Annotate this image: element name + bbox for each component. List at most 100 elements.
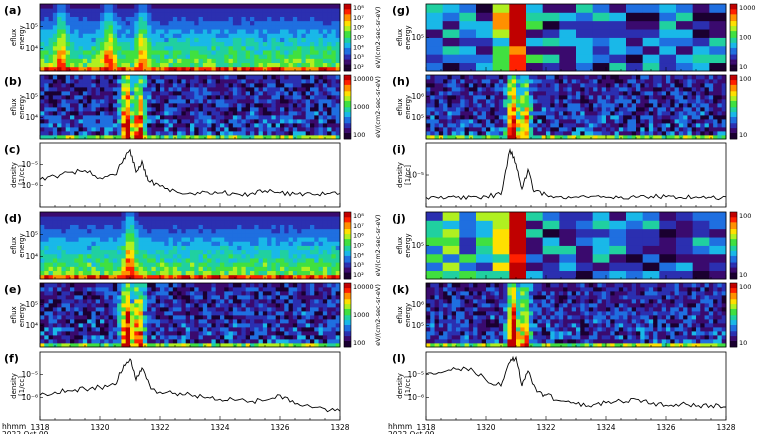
spectrogram-cell [245, 115, 251, 120]
spectrogram-cell [267, 37, 272, 43]
spectrogram-cell [254, 253, 259, 259]
spectrogram-cell [207, 228, 212, 234]
spectrogram-cell [224, 107, 229, 112]
spectrogram-cell [155, 291, 161, 296]
spectrogram-cell [301, 295, 307, 300]
spectrogram-cell [160, 54, 165, 59]
spectrogram-cell [250, 111, 255, 116]
spectrogram-cell [44, 253, 49, 259]
spectrogram-cell [108, 58, 114, 64]
spectrogram-cell [318, 315, 324, 320]
spectrogram-cell [288, 83, 294, 88]
spectrogram-cell [65, 228, 71, 234]
spectrogram-cell [177, 95, 182, 100]
spectrogram-cell [190, 327, 195, 332]
spectrogram-cell [335, 111, 341, 116]
spectrogram-cell [331, 339, 337, 344]
spectrogram-cell [177, 131, 182, 136]
spectrogram-cell [61, 16, 67, 22]
spectrogram-cell [692, 45, 710, 55]
spectrogram-cell [82, 29, 88, 34]
spectrogram-cell [194, 319, 199, 324]
spectrogram-cell [130, 4, 135, 9]
spectrogram-cell [190, 331, 195, 336]
spectrogram-cell [292, 103, 298, 108]
spectrogram-cell [91, 123, 97, 128]
spectrogram-cell [224, 41, 229, 47]
spectrogram-cell [138, 299, 144, 304]
spectrogram-cell [228, 241, 234, 246]
spectrogram-cell [61, 131, 67, 136]
spectrogram-cell [130, 115, 135, 120]
spectrogram-cell [297, 287, 302, 292]
spectrogram-cell [104, 299, 109, 304]
spectrogram-cell [331, 8, 337, 13]
spectrogram-cell [202, 123, 208, 128]
spectrogram-cell [215, 253, 221, 259]
spectrogram-cell [241, 287, 247, 292]
spectrogram-cell [267, 274, 272, 280]
spectrogram-cell [275, 311, 281, 316]
spectrogram-cell [134, 131, 139, 136]
spectrogram-cell [301, 291, 307, 296]
spectrogram-cell [207, 119, 212, 124]
spectrogram-cell [220, 119, 225, 124]
spectrogram-cell [284, 127, 289, 132]
spectrogram-cell [207, 135, 212, 140]
spectrogram-cell [271, 237, 277, 242]
spectrogram-cell [78, 315, 84, 320]
spectrogram-cell [327, 87, 332, 92]
spectrogram-cell [108, 212, 114, 217]
colorbar-segment [344, 65, 351, 68]
spectrogram-cell [245, 75, 251, 80]
spectrogram-cell [134, 311, 139, 316]
spectrogram-cell [185, 87, 191, 92]
spectrogram-cell [318, 29, 324, 34]
spectrogram-cell [112, 291, 118, 296]
spectrogram-cell [52, 41, 58, 47]
spectrogram-cell [254, 327, 259, 332]
spectrogram-cell [104, 66, 109, 72]
spectrogram-cell [138, 274, 144, 280]
spectrogram-cell [74, 343, 79, 348]
y-tick-label: 10⁴ [25, 44, 38, 53]
spectrogram-cell [168, 115, 174, 120]
spectrogram-cell [220, 29, 225, 34]
spectrogram-cell [57, 335, 62, 340]
spectrogram-cell [151, 245, 157, 251]
spectrogram-cell [318, 20, 324, 26]
spectrogram-cell [271, 245, 277, 251]
spectrogram-cell [314, 307, 319, 312]
spectrogram-cell [142, 266, 148, 272]
spectrogram-cell [314, 241, 319, 246]
spectrogram-cell [271, 270, 277, 276]
spectrogram-cell [78, 283, 84, 288]
spectrogram-cell [190, 266, 195, 272]
spectrogram-cell [164, 95, 169, 100]
spectrogram-cell [211, 270, 217, 276]
spectrogram-cell [297, 135, 302, 140]
colorbar-segment [344, 268, 351, 271]
spectrogram-cell [70, 295, 75, 300]
spectrogram-cell [40, 299, 45, 304]
spectrogram-cell [262, 62, 268, 68]
colorbar-segment [344, 327, 351, 330]
spectrogram-cell [138, 135, 144, 140]
spectrogram-cell [509, 37, 527, 47]
spectrogram-cell [52, 232, 58, 238]
spectrogram-cell [202, 299, 208, 304]
spectrogram-cell [160, 119, 165, 124]
colorbar-segment [344, 310, 351, 313]
spectrogram-cell [61, 8, 67, 13]
spectrogram-cell [314, 291, 319, 296]
spectrogram-cell [626, 62, 644, 72]
spectrogram-cell [40, 245, 45, 251]
spectrogram-cell [258, 220, 264, 225]
spectrogram-cell [198, 87, 204, 92]
spectrogram-cell [207, 111, 212, 116]
spectrogram-cell [57, 228, 62, 234]
spectrogram-cell [74, 119, 79, 124]
spectrogram-cell [95, 83, 101, 88]
spectrogram-cell [142, 87, 148, 92]
spectrogram-cell [292, 29, 298, 34]
